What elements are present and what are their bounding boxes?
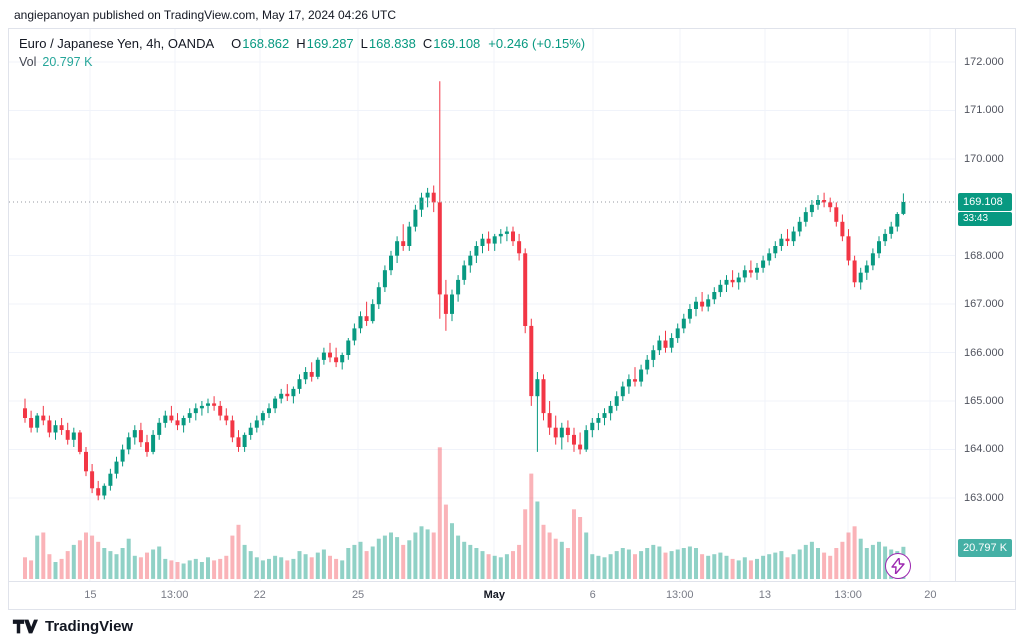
time-scale[interactable]: 15 13:00 22 25 May 6 13:00 13 13:00 20 [9,581,1015,609]
volume-label: Vol [19,55,37,69]
grid-lines [9,29,955,581]
volume-series [23,447,906,580]
time-tick-label: 13:00 [665,589,694,601]
lightning-bolt-icon [891,558,905,574]
candlestick-chart[interactable] [9,29,955,581]
price-tick-label: 166.000 [964,346,1004,359]
attribution-text: angiepanoyan published on TradingView.co… [14,8,397,22]
symbol-title: Euro / Japanese Yen, 4h, OANDA [19,36,215,51]
price-scale[interactable]: 169.108 33:43 20.797 K 172.000 171.000 170… [955,29,1015,581]
boost-icon[interactable] [885,553,911,579]
volume-value: 20.797 K [42,55,93,69]
low-label: L [360,36,368,51]
brand-name[interactable]: TradingView [45,618,134,635]
high-value: 169.287 [306,36,354,51]
time-tick-label: 22 [253,589,266,601]
chart-widget: Euro / Japanese Yen, 4h, OANDA O168.862 H1… [8,28,1016,610]
bar-countdown-badge: 33:43 [958,212,1012,227]
time-tick-label: May [483,589,505,601]
close-value: 169.108 [433,36,481,51]
chart-plot-area[interactable] [9,29,955,581]
open-label: O [231,36,242,51]
price-tick-label: 163.000 [964,491,1004,504]
open-value: 168.862 [242,36,290,51]
time-tick-label: 25 [351,589,365,601]
price-tick-label: 167.000 [964,298,1004,311]
price-tick-label: 171.000 [964,104,1004,117]
time-tick-label: 13:00 [160,589,189,601]
volume-badge: 20.797 K [958,539,1013,557]
price-tick-label: 165.000 [964,395,1004,408]
candlestick-series [23,81,906,501]
legend-row-volume: Vol 20.797 K [19,54,585,71]
close-label: C [422,36,433,51]
footer: TradingView [0,610,1024,643]
high-label: H [296,36,306,51]
chart-legend: Euro / Japanese Yen, 4h, OANDA O168.862 H1… [19,35,585,71]
low-value: 168.838 [368,36,416,51]
time-tick-label: 13:00 [834,589,862,601]
time-tick-label: 15 [84,589,97,601]
price-tick-label: 170.000 [964,152,1004,165]
time-tick-label: 6 [589,589,596,601]
time-tick-label: 13 [758,589,771,601]
price-tick-label: 172.000 [964,55,1004,68]
price-tick-label: 168.000 [964,249,1004,262]
time-tick-label: 20 [924,589,937,601]
legend-row-main: Euro / Japanese Yen, 4h, OANDA O168.862 H1… [19,35,585,52]
price-tick-label: 164.000 [964,443,1004,456]
last-price-badge: 169.108 [958,193,1012,212]
change-value: +0.246 (+0.15%) [488,36,586,51]
tradingview-logo-icon[interactable] [12,618,38,635]
